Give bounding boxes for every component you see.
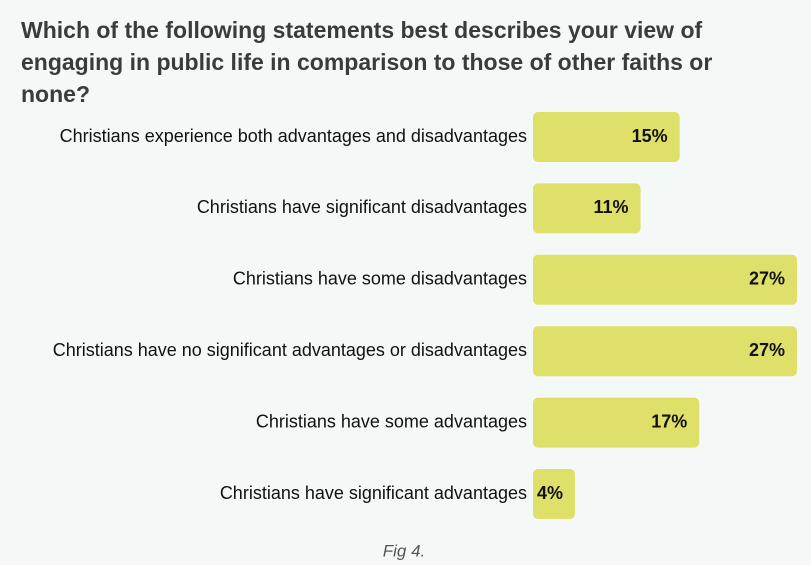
category-label: Christians have significant advantages (220, 483, 527, 503)
bar (533, 254, 797, 305)
bar (533, 397, 700, 448)
category-label: Christians have some disadvantages (233, 269, 527, 289)
chart-title: Which of the following statements best d… (21, 17, 713, 107)
category-label: Christians have significant disadvantage… (197, 197, 527, 217)
category-label: Christians experience both advantages an… (60, 126, 527, 146)
value-label: 17% (651, 411, 687, 431)
caption: Fig 4. (383, 541, 426, 560)
category-label: Christians have no significant advantage… (53, 340, 527, 360)
value-label: 27% (749, 269, 785, 289)
value-label: 15% (632, 126, 668, 146)
bar (533, 112, 680, 162)
bar (533, 183, 641, 234)
value-label: 11% (594, 197, 629, 217)
value-label: 4% (537, 483, 563, 503)
bar (533, 326, 797, 377)
value-label: 27% (749, 340, 785, 360)
category-label: Christians have some advantages (256, 411, 527, 431)
bar (533, 469, 575, 519)
